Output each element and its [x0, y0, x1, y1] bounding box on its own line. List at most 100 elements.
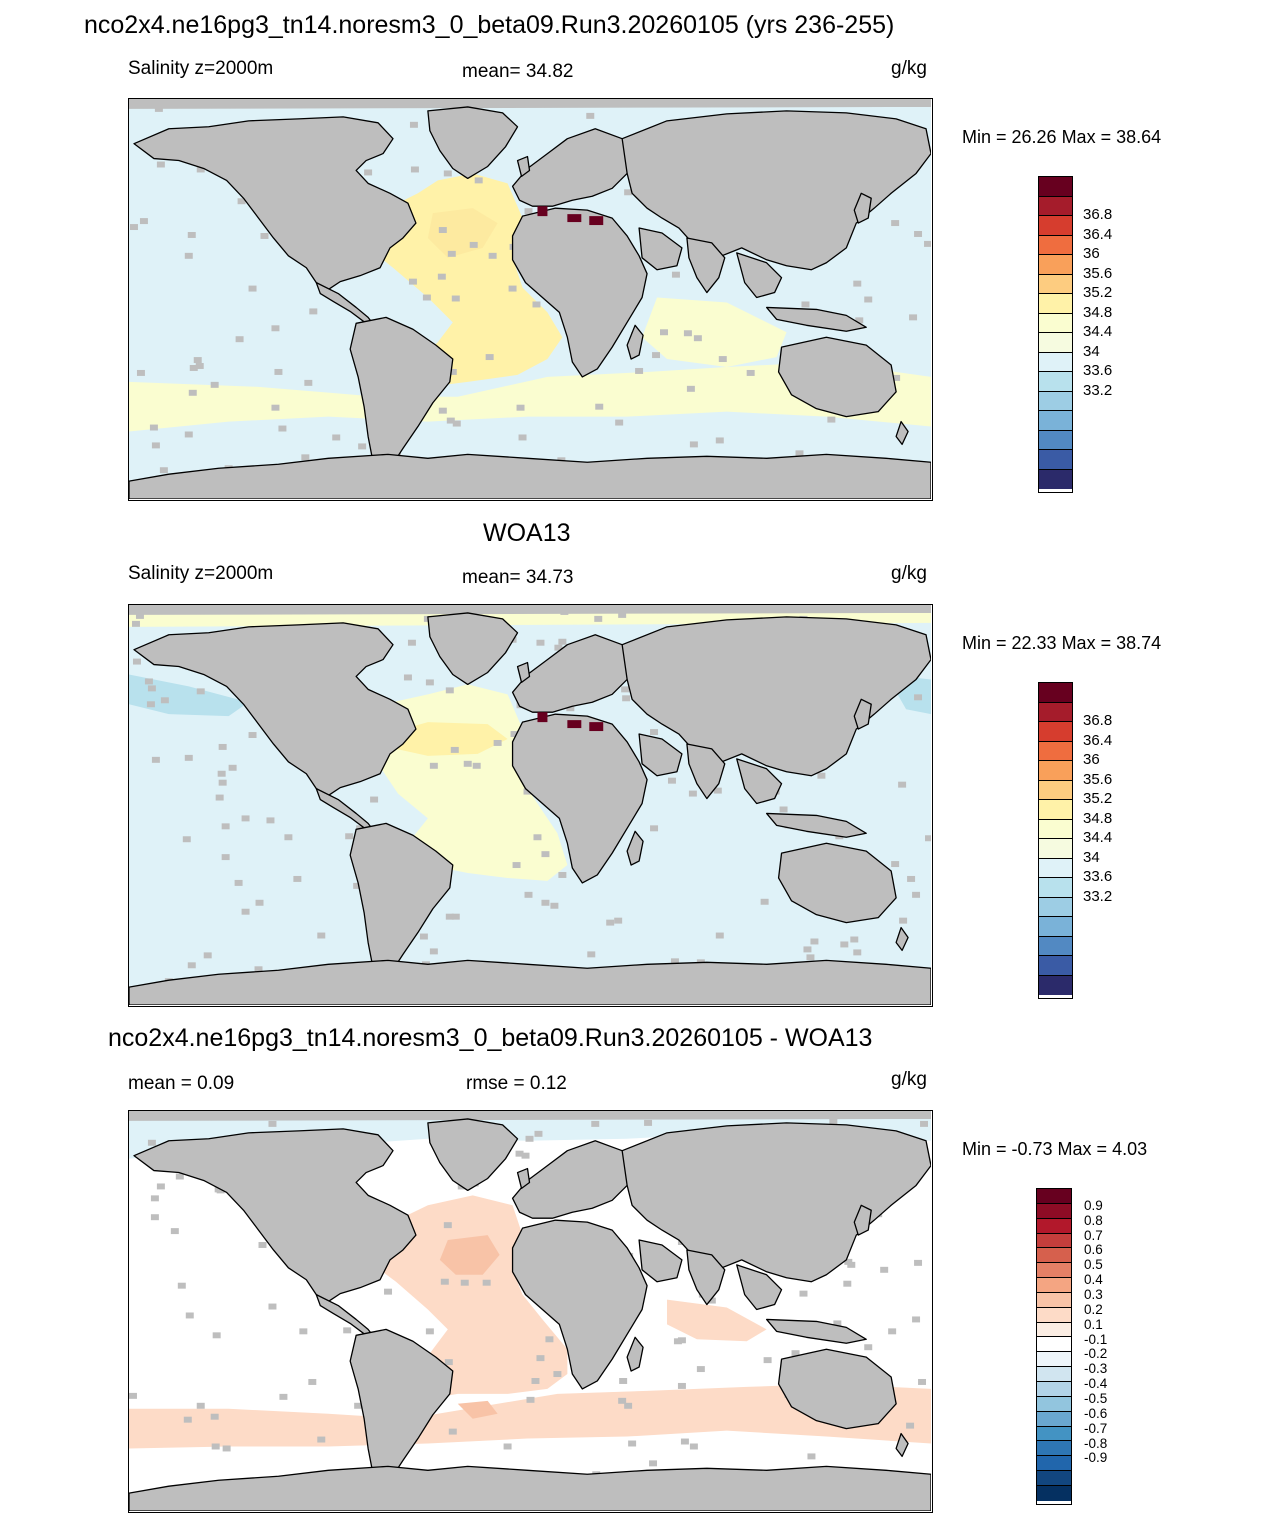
minmax-label-obs: Min = 22.33 Max = 38.74: [962, 633, 1162, 653]
missing-data-cell: [614, 917, 623, 924]
colorbar-cell: [1037, 1381, 1071, 1397]
colorbar-cell: [1039, 372, 1072, 392]
missing-data-cell: [463, 760, 472, 767]
missing-data-cell: [408, 278, 417, 285]
missing-data-cell: [918, 1378, 927, 1385]
missing-data-cell: [512, 862, 521, 869]
missing-data-cell: [503, 1443, 512, 1450]
missing-data-cell: [660, 329, 668, 336]
land-india: [686, 237, 726, 294]
salinity-field-region: [457, 1400, 498, 1419]
missing-data-cell: [510, 731, 519, 738]
missing-data-cell: [827, 416, 836, 423]
missing-data-cell: [914, 231, 923, 237]
missing-data-cell: [154, 105, 163, 112]
missing-data-cell: [622, 695, 631, 702]
colorbar-cell: [1039, 294, 1072, 314]
missing-data-cell: [615, 419, 624, 426]
missing-data-cell: [485, 354, 494, 361]
missing-data-cell: [760, 898, 769, 905]
land-northAmerica: [133, 622, 417, 797]
missing-data-cell: [683, 330, 692, 337]
missing-data-cell: [909, 314, 918, 321]
map-canvas: [129, 605, 931, 1005]
colorbar-cell: [1039, 391, 1072, 411]
missing-data-cell: [429, 948, 438, 955]
land-indonesia: [765, 812, 867, 838]
mean-label-diff: mean = 0.09: [128, 1073, 235, 1094]
missing-data-cell: [689, 441, 698, 448]
missing-data-cell: [526, 1396, 535, 1403]
missing-data-cell: [248, 285, 257, 292]
missing-data-cell: [713, 787, 722, 794]
colorbar-cell: [1039, 333, 1072, 353]
salinity-field-region: [427, 208, 498, 258]
colorbar-cell: [1039, 722, 1072, 742]
missing-data-cell: [217, 770, 226, 777]
colorbar-tick-label: -0.4: [1084, 1376, 1108, 1392]
missing-data-cell: [650, 729, 659, 736]
missing-data-cell: [194, 607, 203, 614]
missing-data-cell: [907, 875, 916, 882]
missing-data-cell: [241, 908, 250, 915]
missing-data-cell: [195, 363, 204, 369]
land-newZealand: [895, 1432, 909, 1458]
colorbar-cell: [1037, 1292, 1071, 1308]
missing-data-cell: [482, 99, 491, 105]
missing-data-cell: [532, 301, 541, 308]
missing-data-cell: [718, 356, 727, 363]
panel-title-model: nco2x4.ne16pg3_tn14.noresm3_0_beta09.Run…: [84, 11, 895, 39]
missing-data-cell: [210, 381, 219, 388]
land-northAmerica: [133, 116, 417, 291]
missing-data-cell: [586, 112, 595, 119]
mean-label-model: mean= 34.82: [462, 61, 574, 82]
missing-data-cell: [795, 450, 804, 457]
missing-data-cell: [437, 273, 446, 280]
colorbar-tick-label: 36: [1083, 751, 1100, 768]
land-newZealand: [895, 926, 909, 952]
missing-data-cell: [843, 1280, 852, 1287]
missing-data-cell: [516, 404, 525, 411]
missing-data-cell: [185, 1312, 194, 1319]
missing-data-cell: [444, 1359, 453, 1366]
land-greenland: [427, 106, 519, 180]
colorbar-tick-label: 36.8: [1083, 712, 1113, 729]
missing-data-cell: [221, 854, 230, 861]
colorbar-cell: [1039, 450, 1072, 470]
colorbar-tick-label: 0.7: [1084, 1227, 1103, 1243]
missing-data-cell: [170, 1228, 179, 1235]
missing-data-cell: [558, 871, 567, 878]
colorbar-tick-label: 33.6: [1083, 868, 1113, 885]
missing-data-cell: [343, 1327, 352, 1334]
missing-data-cell: [308, 1378, 317, 1385]
salinity-field-region: [129, 674, 249, 717]
missing-data-cell: [358, 443, 367, 450]
land-seAsia: [736, 1264, 783, 1311]
missing-data-cell: [258, 1242, 267, 1248]
land-greenland: [427, 612, 519, 686]
missing-data-cell: [618, 1397, 627, 1404]
missing-data-cell: [278, 425, 287, 432]
missing-data-cell: [438, 227, 447, 233]
missing-data-cell: [196, 688, 205, 695]
missing-data-cell: [853, 280, 862, 287]
missing-data-cell: [184, 431, 193, 438]
colorbar-cell: [1037, 1352, 1071, 1368]
missing-data-cell: [429, 762, 438, 769]
missing-data-cell: [925, 835, 931, 842]
missing-data-cell: [673, 1338, 682, 1345]
missing-data-cell: [779, 806, 788, 813]
colorbar-tick-label: 34.4: [1083, 829, 1113, 846]
land-antarctica: [129, 1465, 931, 1511]
colorbar-tick-label: 35.6: [1083, 770, 1113, 788]
missing-data-cell: [521, 1152, 530, 1159]
missing-data-cell: [840, 941, 849, 948]
missing-data-cell: [803, 946, 812, 953]
land-madagascar: [626, 1336, 644, 1372]
land-southAmerica: [349, 316, 454, 479]
land-antarctica: [129, 959, 931, 1005]
colorbar-cell: [1039, 702, 1072, 722]
missing-data-cell: [160, 697, 169, 704]
salinity-field-region: [642, 297, 787, 367]
missing-data-cell: [536, 639, 545, 646]
